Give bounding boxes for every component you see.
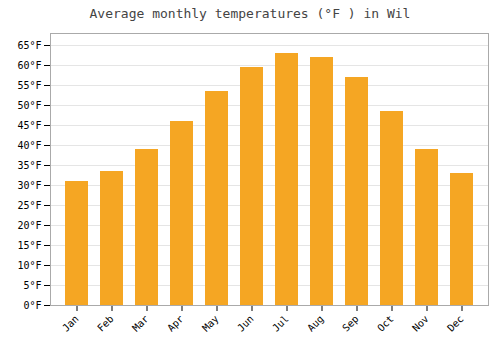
svg-text:50°F: 50°F	[17, 100, 41, 111]
svg-text:25°F: 25°F	[17, 200, 41, 211]
svg-text:Sep: Sep	[340, 313, 361, 334]
html-text:Average monthly temperatures (: Average monthly temperatures (°F ) in Wi…	[89, 6, 411, 21]
svg-text:15°F: 15°F	[17, 240, 41, 251]
svg-text:Apr: Apr	[165, 313, 186, 334]
svg-text:Jul: Jul	[270, 313, 291, 334]
svg-text:20°F: 20°F	[17, 220, 41, 231]
svg-text:40°F: 40°F	[17, 140, 41, 151]
svg-text:10°F: 10°F	[17, 260, 41, 271]
svg-text:Feb: Feb	[95, 313, 116, 334]
svg-text:65°F: 65°F	[17, 40, 41, 51]
svg-text:45°F: 45°F	[17, 120, 41, 131]
svg-text:Nov: Nov	[410, 313, 431, 334]
svg-text:Jan: Jan	[60, 313, 81, 334]
svg-text:Dec: Dec	[445, 313, 466, 334]
svg-text:Jun: Jun	[235, 313, 256, 334]
svg-text:60°F: 60°F	[17, 60, 41, 71]
svg-text:Oct: Oct	[375, 313, 396, 334]
svg-text:30°F: 30°F	[17, 180, 41, 191]
svg-text:0°F: 0°F	[23, 300, 41, 311]
svg-text:35°F: 35°F	[17, 160, 41, 171]
svg-text:55°F: 55°F	[17, 80, 41, 91]
svg-text:May: May	[200, 313, 221, 334]
svg-text:Mar: Mar	[130, 313, 151, 334]
svg-text:Aug: Aug	[305, 313, 326, 334]
svg-text:5°F: 5°F	[23, 280, 41, 291]
